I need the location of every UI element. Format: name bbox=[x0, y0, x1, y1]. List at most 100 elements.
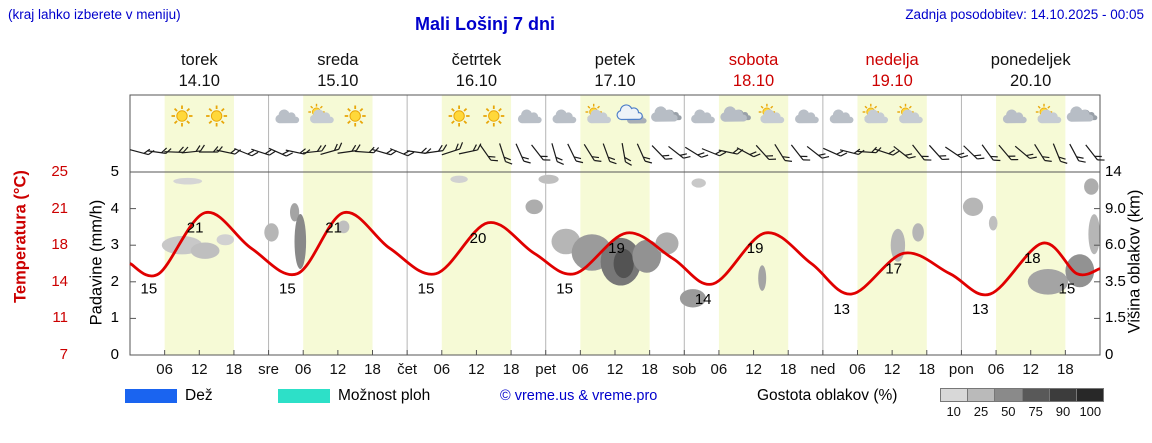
wind-barb bbox=[531, 144, 551, 161]
x-axis-label: pet bbox=[535, 361, 557, 378]
day-header-sobota: sobota 18.10 bbox=[728, 51, 779, 90]
cloud-blob bbox=[450, 175, 468, 183]
precipitation-tick: 1 bbox=[110, 309, 119, 327]
x-axis-label: 18 bbox=[502, 361, 520, 378]
temperature-value-label: 13 bbox=[972, 301, 989, 318]
daylight-band bbox=[303, 95, 373, 355]
cloud-blob bbox=[655, 232, 679, 255]
clouds-icon bbox=[616, 104, 647, 124]
x-axis-label: 06 bbox=[987, 361, 1005, 378]
temperature-value-label: 15 bbox=[556, 281, 573, 298]
rain-legend-label: Dež bbox=[185, 387, 213, 404]
cloud-blob bbox=[538, 174, 559, 184]
x-axis-label: 12 bbox=[745, 361, 762, 378]
wind-barb bbox=[874, 148, 900, 156]
precipitation-tick: 5 bbox=[110, 163, 119, 180]
density-seg-100 bbox=[1075, 389, 1104, 401]
wind-barb bbox=[1085, 144, 1105, 161]
cloud-density-legend-label: Gostota oblakov (%) bbox=[757, 387, 898, 404]
copyright-link[interactable]: © vreme.us & vreme.pro bbox=[500, 388, 658, 404]
cloud-moon-icon bbox=[795, 105, 819, 124]
x-axis-label: ned bbox=[810, 361, 836, 378]
wind-barb bbox=[998, 144, 1019, 161]
sun-icon bbox=[344, 105, 366, 127]
cloud-blob bbox=[190, 242, 220, 259]
temperature-value-label: 17 bbox=[885, 260, 902, 277]
showers-legend-label: Možnost ploh bbox=[338, 387, 431, 404]
sun-icon bbox=[206, 105, 228, 127]
showers-legend-swatch bbox=[278, 389, 330, 403]
wind-barb bbox=[129, 148, 155, 156]
x-axis-label: 06 bbox=[572, 361, 589, 378]
wind-barb bbox=[515, 143, 531, 164]
wind-barb bbox=[636, 143, 653, 164]
cloud-density-scale bbox=[940, 388, 1104, 402]
wind-barb bbox=[684, 146, 709, 158]
wind-barb bbox=[774, 144, 793, 162]
temperature-value-label: 20 bbox=[470, 230, 487, 247]
cloud-moon-icon bbox=[1002, 105, 1027, 124]
cloud-blob bbox=[691, 178, 706, 188]
x-axis-label: 18 bbox=[918, 361, 936, 378]
daylight-band bbox=[996, 95, 1066, 355]
x-axis-label: 12 bbox=[883, 361, 901, 378]
cloud-height-tick: 14 bbox=[1105, 163, 1122, 180]
sun-cloud-icon bbox=[897, 103, 923, 124]
temperature-curve bbox=[129, 211, 1101, 297]
wind-barb bbox=[567, 143, 584, 164]
wind-barb bbox=[441, 142, 464, 156]
precipitation-tick: 3 bbox=[110, 236, 119, 254]
wind-barb bbox=[320, 142, 343, 156]
x-axis-label: 06 bbox=[849, 361, 866, 378]
temperature-value-label: 13 bbox=[833, 301, 850, 318]
x-axis-label: 06 bbox=[433, 361, 451, 378]
wind-barb bbox=[963, 145, 985, 160]
x-axis-label: 06 bbox=[156, 361, 173, 378]
cloud-moon-icon bbox=[829, 105, 854, 124]
x-axis-label: 18 bbox=[364, 361, 381, 378]
temperature-value-label: 15 bbox=[1059, 281, 1076, 298]
sun-icon bbox=[483, 105, 505, 127]
density-seg-50 bbox=[994, 389, 1022, 401]
cloud-blob bbox=[1065, 254, 1095, 288]
wind-barb bbox=[479, 144, 498, 162]
moon-icon bbox=[973, 108, 981, 124]
moon-icon bbox=[384, 108, 392, 124]
x-axis-label: 12 bbox=[468, 361, 485, 378]
moon-icon bbox=[418, 108, 427, 124]
wind-barb bbox=[621, 143, 632, 166]
moon-icon bbox=[938, 108, 947, 124]
sun-icon bbox=[171, 105, 193, 127]
temperature-tick: 11 bbox=[52, 309, 68, 327]
cloud-moon-icon bbox=[275, 105, 300, 124]
temperature-tick: 7 bbox=[59, 346, 68, 363]
wind-barb bbox=[602, 143, 617, 165]
wind-barb bbox=[499, 143, 513, 165]
wind-barb bbox=[181, 144, 205, 154]
cloud-blob bbox=[679, 289, 706, 308]
wind-barb bbox=[1069, 143, 1086, 163]
x-axis-label: 18 bbox=[779, 361, 797, 378]
cloud-icon bbox=[720, 106, 751, 122]
wind-barb bbox=[302, 144, 327, 154]
cloud-blob bbox=[290, 203, 300, 222]
wind-barb bbox=[668, 145, 691, 159]
cloud-blob bbox=[525, 199, 543, 215]
cloud-height-tick: 0 bbox=[1105, 346, 1114, 363]
cloud-blob bbox=[1027, 269, 1069, 295]
moon-icon bbox=[141, 108, 150, 124]
wind-barb bbox=[823, 147, 848, 157]
sun-cloud-icon bbox=[308, 103, 334, 124]
sun-cloud-icon bbox=[585, 103, 611, 124]
temperature-tick: 25 bbox=[51, 163, 68, 180]
moon-icon bbox=[245, 108, 254, 124]
precipitation-tick: 4 bbox=[110, 199, 119, 217]
x-axis-label: sob bbox=[672, 361, 697, 378]
day-header-torek: torek 14.10 bbox=[178, 51, 220, 90]
wind-barb bbox=[928, 144, 950, 161]
wind-barb bbox=[839, 148, 865, 156]
density-scale-label: 50 bbox=[1001, 404, 1016, 419]
rain-legend-swatch bbox=[125, 389, 177, 403]
